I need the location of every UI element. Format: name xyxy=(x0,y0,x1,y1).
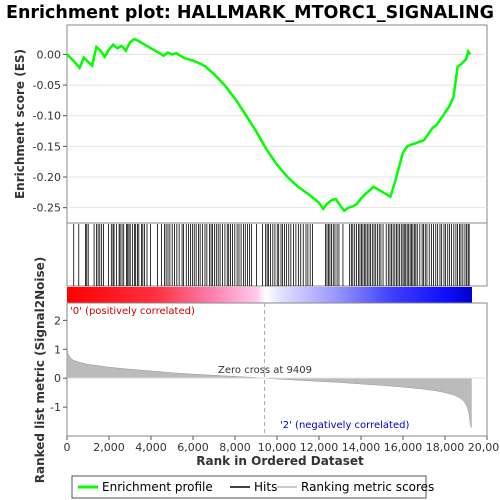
enrichment-profile-line xyxy=(66,37,472,213)
metric-tick-label: 2 xyxy=(54,314,61,327)
es-axis-title: Enrichment score (ES) xyxy=(13,49,27,199)
x-tick-label: 12,000 xyxy=(300,441,339,454)
x-tick-label: 6,000 xyxy=(177,441,209,454)
x-tick-label: 16,000 xyxy=(384,441,423,454)
chart-title: Enrichment plot: HALLMARK_MTORC1_SIGNALI… xyxy=(6,3,494,23)
metric-tick-label: -1 xyxy=(50,401,61,414)
x-tick-label: 14,000 xyxy=(342,441,381,454)
positive-correlation-label: '0' (positively correlated) xyxy=(70,306,195,317)
es-tick-label: 0.00 xyxy=(37,48,62,61)
x-tick-label: 10,000 xyxy=(258,441,297,454)
metric-panel: Zero cross at 9409 '0' (positively corre… xyxy=(33,257,500,484)
ranking-color-bar xyxy=(67,287,472,303)
legend-hits-label: Hits xyxy=(254,480,277,494)
x-tick-label: 18,000 xyxy=(426,441,465,454)
es-tick-label: -0.20 xyxy=(33,171,61,184)
es-plot-area xyxy=(66,24,488,224)
legend-es-label: Enrichment profile xyxy=(102,480,213,494)
es-tick-label: -0.15 xyxy=(33,140,61,153)
x-axis-title: Rank in Ordered Dataset xyxy=(196,454,364,468)
legend-metric-label: Ranking metric scores xyxy=(301,480,434,494)
zero-cross-label: Zero cross at 9409 xyxy=(218,365,312,376)
x-tick-label: 4,000 xyxy=(135,441,167,454)
x-tick-label: 20,000 xyxy=(468,441,500,454)
x-tick-label: 2,000 xyxy=(93,441,125,454)
metric-plot-area xyxy=(66,302,488,437)
x-tick-label: 8,000 xyxy=(219,441,251,454)
metric-axis-title: Ranked list metric (Signal2Noise) xyxy=(33,257,47,484)
es-tick-label: -0.25 xyxy=(33,202,61,215)
es-panel: 0.00 -0.05 -0.10 -0.15 -0.20 -0.25 Enrichment… xyxy=(13,24,488,224)
es-tick-label: -0.05 xyxy=(33,79,61,92)
negative-correlation-label: '2' (negatively correlated) xyxy=(280,420,409,431)
hits-panel xyxy=(66,222,488,303)
metric-tick-label: 1 xyxy=(54,343,61,356)
legend: Enrichment profile Hits Ranking metric s… xyxy=(71,475,434,499)
x-tick-label: 0 xyxy=(64,441,71,454)
metric-tick-label: 0 xyxy=(54,372,61,385)
es-tick-label: -0.10 xyxy=(33,110,61,123)
ranking-metric-area xyxy=(66,347,472,428)
